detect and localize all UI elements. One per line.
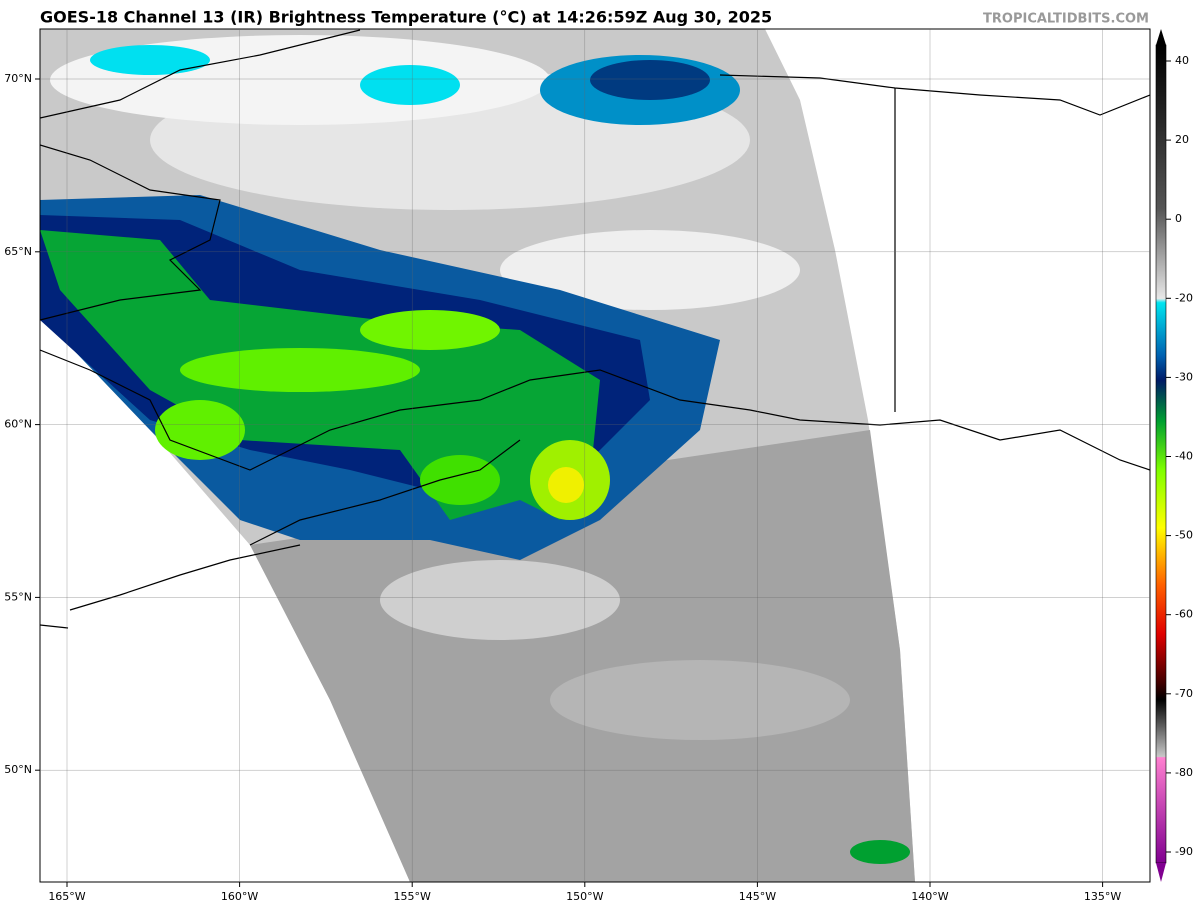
colorbar-tick-label: -50 — [1175, 529, 1193, 542]
lat-label: 65°N — [4, 245, 32, 258]
credit: TROPICALTIDBITS.COM — [983, 12, 1149, 27]
lon-label: 145°W — [739, 890, 776, 903]
lat-label: 70°N — [4, 72, 32, 85]
colorbar-tick-label: 20 — [1175, 133, 1189, 146]
lon-label: 135°W — [1084, 890, 1121, 903]
colorbar-tick-label: -70 — [1175, 687, 1193, 700]
colorbar — [1155, 44, 1167, 864]
colorbar-tick-label: -60 — [1175, 608, 1193, 621]
colorbar-top-arrow — [1156, 29, 1166, 45]
lat-label: 60°N — [4, 418, 32, 431]
lat-label: 55°N — [4, 590, 32, 603]
colorbar-tick-label: -40 — [1175, 450, 1193, 463]
colorbar-tick-label: -80 — [1175, 766, 1193, 779]
lon-label: 160°W — [221, 890, 258, 903]
colorbar-tick-label: -30 — [1175, 370, 1193, 383]
lon-label: 150°W — [566, 890, 603, 903]
lon-label: 155°W — [394, 890, 431, 903]
title: GOES-18 Channel 13 (IR) Brightness Tempe… — [40, 8, 772, 27]
colorbar-tick-label: 40 — [1175, 54, 1189, 67]
imagery — [40, 29, 1150, 882]
lon-label: 140°W — [911, 890, 948, 903]
colorbar-tick-label: -20 — [1175, 291, 1193, 304]
lat-label: 50°N — [4, 763, 32, 776]
colorbar-bottom-arrow — [1156, 863, 1166, 882]
map-frame — [39, 28, 1151, 883]
colorbar-tick-label: 0 — [1175, 212, 1182, 225]
lon-label: 165°W — [48, 890, 85, 903]
colorbar-tick-label: -90 — [1175, 845, 1193, 858]
